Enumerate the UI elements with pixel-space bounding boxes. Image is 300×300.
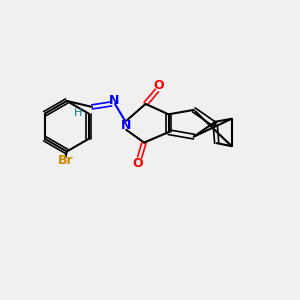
Text: H: H	[74, 108, 82, 118]
Text: N: N	[121, 119, 131, 132]
Text: N: N	[109, 94, 119, 107]
Text: Br: Br	[58, 154, 73, 167]
Text: O: O	[133, 157, 143, 170]
Text: O: O	[153, 79, 164, 92]
